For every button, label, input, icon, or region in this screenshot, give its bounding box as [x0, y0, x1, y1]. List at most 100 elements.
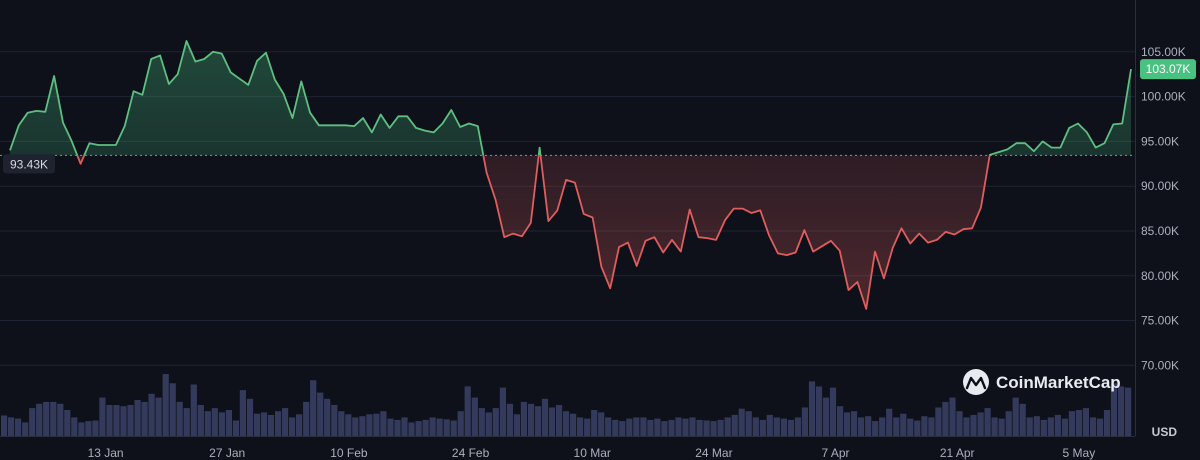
- x-tick-label: 13 Jan: [88, 446, 124, 460]
- volume-bar: [752, 417, 759, 436]
- volume-bar: [829, 387, 837, 436]
- volume-bar: [324, 398, 331, 436]
- y-tick-label: 75.00K: [1141, 314, 1179, 328]
- x-tick-label: 24 Feb: [452, 446, 490, 460]
- volume-bar: [675, 417, 682, 436]
- volume-bar: [120, 406, 127, 436]
- volume-bar: [998, 418, 1005, 436]
- volume-bar: [668, 419, 675, 436]
- volume-bar: [556, 405, 563, 436]
- volume-bar: [717, 419, 724, 436]
- volume-bar: [738, 408, 745, 436]
- volume-bar: [22, 422, 29, 436]
- volume-bar: [541, 398, 549, 436]
- volume-bar: [275, 411, 282, 436]
- volume-bar: [808, 381, 816, 436]
- volume-bar: [956, 411, 963, 436]
- volume-bar: [513, 414, 520, 436]
- volume-bar: [527, 403, 535, 436]
- volume-bar: [239, 390, 246, 436]
- volume-bar: [422, 419, 429, 436]
- volume-bar: [865, 416, 872, 436]
- volume-bar: [204, 411, 211, 436]
- volume-bar: [155, 397, 162, 436]
- volume-bar: [176, 401, 183, 436]
- volume-bar: [984, 408, 991, 436]
- volume-bar: [50, 401, 57, 436]
- volume-bar: [935, 407, 942, 436]
- x-tick-label: 21 Apr: [940, 446, 975, 460]
- volume-bar: [963, 417, 970, 436]
- y-tick-label: 100.00K: [1141, 90, 1186, 104]
- volume-bar: [591, 410, 598, 436]
- current-price-label: 103.07K: [1146, 62, 1191, 76]
- volume-bar: [633, 417, 640, 436]
- volume-bar: [907, 418, 914, 436]
- volume-bar: [78, 422, 85, 436]
- volume-bar: [218, 412, 225, 436]
- volume-bar: [36, 403, 43, 436]
- volume-bar: [710, 421, 717, 436]
- volume-bar: [457, 411, 464, 436]
- volume-bar: [415, 421, 422, 436]
- volume-bar: [127, 405, 134, 436]
- volume-bar: [661, 421, 668, 436]
- volume-bar: [387, 418, 394, 436]
- volume-bar: [879, 417, 886, 436]
- volume-bar: [696, 419, 703, 436]
- volume-bar: [1075, 410, 1082, 436]
- volume-bar: [851, 411, 858, 436]
- volume-bar: [232, 420, 239, 436]
- volume-bar: [1005, 411, 1012, 436]
- volume-bar: [640, 417, 647, 436]
- volume-bar: [106, 405, 113, 436]
- volume-bar: [338, 411, 345, 436]
- volume-bar: [787, 419, 794, 436]
- x-tick-label: 27 Jan: [209, 446, 245, 460]
- unit-label: USD: [1152, 425, 1178, 439]
- volume-bar: [141, 401, 148, 436]
- volume-bar: [1068, 411, 1075, 436]
- x-tick-label: 10 Feb: [330, 446, 368, 460]
- y-tick-label: 70.00K: [1141, 358, 1179, 372]
- volume-bar: [246, 398, 254, 436]
- volume-bar: [647, 419, 654, 436]
- volume-bar: [373, 413, 380, 436]
- volume-bar: [731, 414, 738, 436]
- volume-bar: [289, 417, 296, 436]
- volume-bar: [225, 410, 232, 436]
- y-tick-label: 85.00K: [1141, 224, 1179, 238]
- volume-bar: [612, 419, 619, 436]
- price-area: [10, 41, 1131, 309]
- volume-bar: [1089, 417, 1097, 436]
- brand-watermark: CoinMarketCap: [963, 369, 1121, 395]
- volume-bar: [485, 412, 492, 436]
- volume-bar: [837, 406, 844, 436]
- current-price-tag: 103.07K: [1140, 59, 1196, 80]
- volume-bar: [429, 417, 436, 436]
- volume-bar: [211, 408, 218, 436]
- volume-bar: [1019, 403, 1026, 436]
- volume-bar: [822, 397, 830, 436]
- volume-bar: [471, 397, 478, 436]
- volume-bar: [949, 397, 956, 436]
- volume-bar: [183, 408, 190, 436]
- volume-bar: [190, 384, 197, 436]
- volume-bar: [563, 411, 570, 436]
- volume-bar: [801, 407, 808, 436]
- volume-bar: [162, 374, 169, 436]
- volume-bar: [534, 406, 542, 436]
- x-axis-ticks: 13 Jan 27 Jan 10 Feb 24 Feb 10 Mar 24 Mar 7 Ap…: [88, 446, 1096, 460]
- volume-bar: [296, 414, 303, 436]
- volume-bar: [492, 408, 499, 436]
- y-tick-label: 105.00K: [1141, 45, 1186, 59]
- volume-bar: [464, 386, 471, 436]
- volume-bar: [331, 405, 338, 436]
- volume-bar: [1, 415, 8, 436]
- volume-bar: [745, 411, 752, 436]
- price-line-up: [9, 40, 1132, 156]
- volume-bar: [260, 412, 268, 436]
- y-tick-label: 90.00K: [1141, 179, 1179, 193]
- volume-bar: [29, 408, 36, 436]
